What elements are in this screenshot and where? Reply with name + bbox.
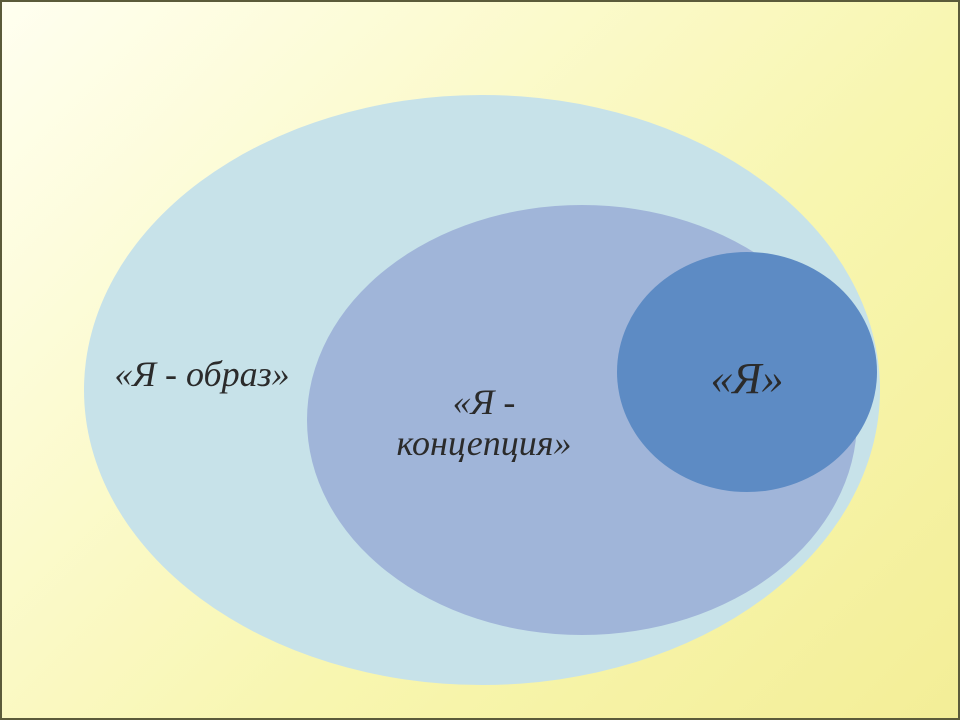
- label-outer: «Я - образ»: [52, 354, 352, 395]
- label-inner: «Я»: [597, 354, 897, 405]
- slide: «Я - образ» «Я - концепция» «Я»: [0, 0, 960, 720]
- label-middle: «Я - концепция»: [334, 382, 634, 465]
